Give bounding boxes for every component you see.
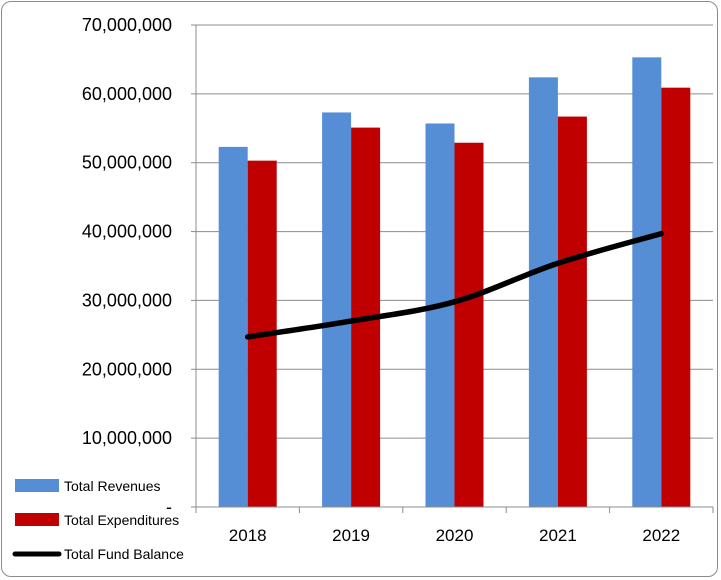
x-tick-label: 2022 xyxy=(642,526,680,545)
bar-total-revenues-2018 xyxy=(218,146,248,507)
x-tick-label: 2021 xyxy=(539,526,577,545)
y-axis-ticks: - 10,000,000 20,000,000 30,000,000 40,000,00… xyxy=(82,15,172,517)
legend-item-total-expenditures: Total Expenditures xyxy=(15,512,179,528)
y-tick-label: 40,000,000 xyxy=(82,222,172,242)
x-tick-label: 2020 xyxy=(436,526,474,545)
y-tick-label: 30,000,000 xyxy=(82,290,172,310)
x-tick-label: 2019 xyxy=(332,526,370,545)
y-tick-label: 70,000,000 xyxy=(82,15,172,35)
bar-total-revenues-2020 xyxy=(425,123,455,508)
bar-total-expenditures-2021 xyxy=(557,116,587,507)
legend-item-total-revenues: Total Revenues xyxy=(15,478,161,494)
bar-total-expenditures-2022 xyxy=(661,87,691,507)
bar-total-expenditures-2020 xyxy=(454,142,484,507)
legend-item-total-fund-balance: Total Fund Balance xyxy=(12,546,184,562)
y-tick-label: 10,000,000 xyxy=(82,428,172,448)
y-tick-label: - xyxy=(166,497,172,517)
legend-swatch xyxy=(15,513,59,526)
legend-label: Total Expenditures xyxy=(64,512,179,528)
y-tick-label: 20,000,000 xyxy=(82,359,172,379)
bar-total-revenues-2021 xyxy=(528,77,558,508)
legend-swatch xyxy=(15,479,59,492)
legend-label: Total Fund Balance xyxy=(64,546,184,562)
bar-total-revenues-2022 xyxy=(632,57,662,508)
legend-label: Total Revenues xyxy=(64,478,161,494)
bar-total-revenues-2019 xyxy=(322,112,352,507)
fund-balance-line-layer xyxy=(244,230,665,340)
y-tick-label: 60,000,000 xyxy=(82,84,172,104)
x-axis-ticks: 2018 2019 2020 2021 2022 xyxy=(229,526,680,545)
bars xyxy=(218,57,691,508)
legend: Total Revenues Total Expenditures Total Fu… xyxy=(12,478,184,562)
x-tick-label: 2018 xyxy=(229,526,267,545)
axes xyxy=(191,24,714,513)
y-tick-label: 50,000,000 xyxy=(82,153,172,173)
